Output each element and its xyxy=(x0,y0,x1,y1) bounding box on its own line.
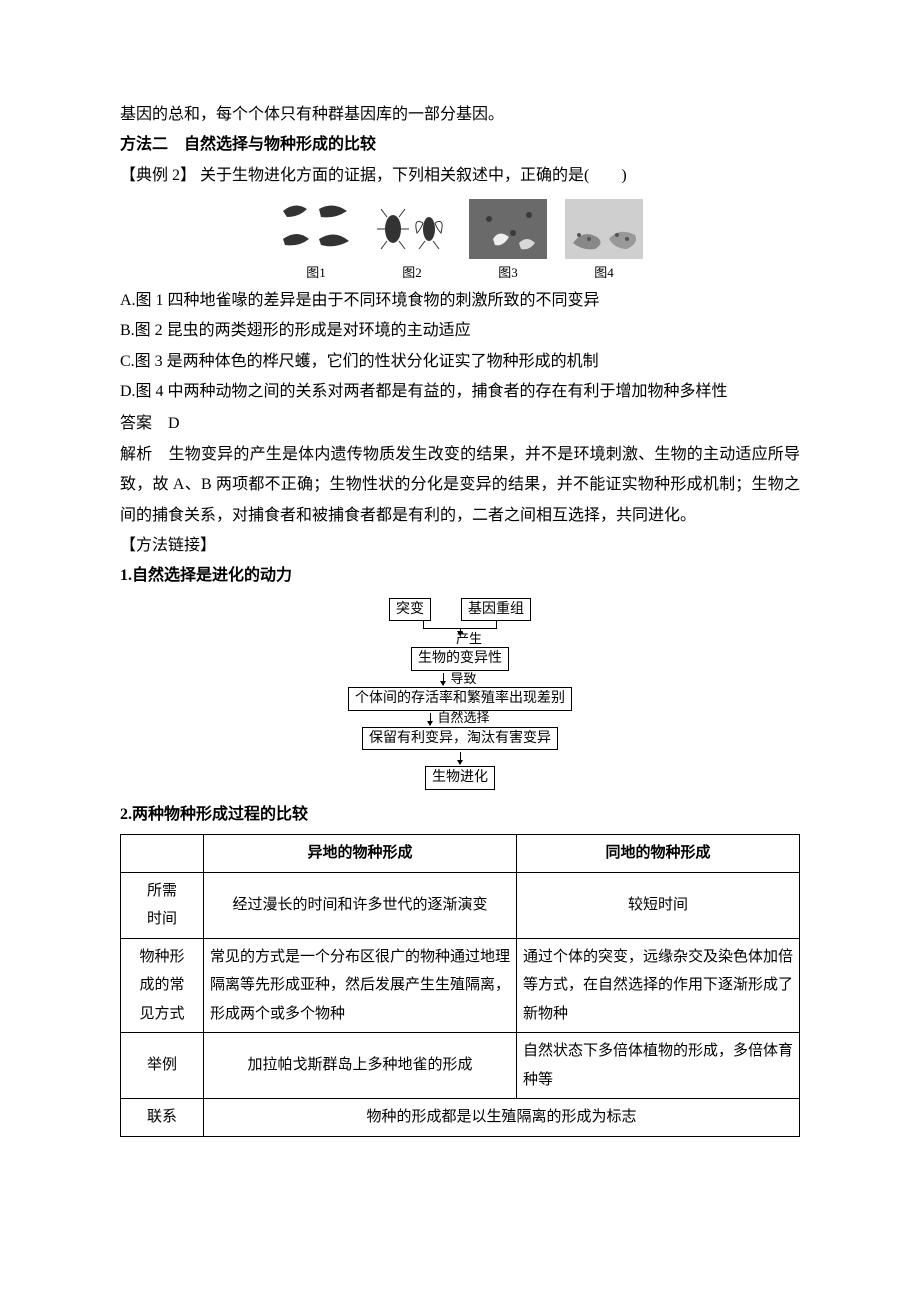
table-row: 物种形成的常见方式 常见的方式是一个分布区很广的物种通过地理隔离等先形成亚种，然… xyxy=(121,938,800,1033)
figure-3-img xyxy=(469,199,547,259)
intro-line: 基因的总和，每个个体只有种群基因库的一部分基因。 xyxy=(120,100,800,130)
table-cell-time-c1: 经过漫长的时间和许多世代的逐渐演变 xyxy=(204,872,517,938)
table-rowhead-mode: 物种形成的常见方式 xyxy=(121,938,204,1033)
figure-2: 图2 xyxy=(373,199,451,286)
figure-1: 图1 xyxy=(277,199,355,286)
table-header-row: 异地的物种形成 同地的物种形成 xyxy=(121,835,800,873)
page-content: 基因的总和，每个个体只有种群基因库的一部分基因。 方法二 自然选择与物种形成的比… xyxy=(0,0,920,1217)
flow-arrow-3-wrap: 自然选择 xyxy=(430,711,489,727)
flow-box-recombination: 基因重组 xyxy=(461,598,531,622)
flow-box-mutation: 突变 xyxy=(389,598,431,622)
section1-heading: 1.自然选择是进化的动力 xyxy=(120,561,800,591)
answer-value: D xyxy=(168,415,180,432)
flow-arrow-2 xyxy=(443,673,444,685)
compare-table: 异地的物种形成 同地的物种形成 所需时间 经过漫长的时间和许多世代的逐渐演变 较… xyxy=(120,834,800,1137)
table-cell-mode-c1: 常见的方式是一个分布区很广的物种通过地理隔离等先形成亚种，然后发展产生生殖隔离，… xyxy=(204,938,517,1033)
figure-row: 图1 图2 xyxy=(120,199,800,286)
example2: 【典例 2】 关于生物进化方面的证据，下列相关叙述中，正确的是( ) xyxy=(120,161,800,191)
flow-box-evolution: 生物进化 xyxy=(425,766,495,790)
option-d: D.图 4 中两种动物之间的关系对两者都是有益的，捕食者的存在有利于增加物种多样… xyxy=(120,377,800,407)
figure-1-img xyxy=(277,199,355,259)
table-cell-example-c1: 加拉帕戈斯群岛上多种地雀的形成 xyxy=(204,1033,517,1099)
analysis-label: 解析 xyxy=(120,446,152,463)
table-header-col2: 同地的物种形成 xyxy=(517,835,800,873)
table-row: 举例 加拉帕戈斯群岛上多种地雀的形成 自然状态下多倍体植物的形成，多倍体育种等 xyxy=(121,1033,800,1099)
answer-line: 答案 D xyxy=(120,409,800,439)
option-a: A.图 1 四种地雀喙的差异是由于不同环境食物的刺激所致的不同变异 xyxy=(120,286,800,316)
method2-heading: 方法二 自然选择与物种形成的比较 xyxy=(120,130,800,160)
flow-merge xyxy=(405,621,515,635)
answer-label: 答案 xyxy=(120,415,152,432)
table-header-blank xyxy=(121,835,204,873)
section2-heading: 2.两种物种形成过程的比较 xyxy=(120,800,800,830)
table-cell-time-c2: 较短时间 xyxy=(517,872,800,938)
figure-3: 图3 xyxy=(469,199,547,286)
flowchart: 突变 基因重组 产生 生物的变异性 导致 个体间的存活率和繁殖率出现差别 自然选… xyxy=(120,598,800,790)
options-block: A.图 1 四种地雀喙的差异是由于不同环境食物的刺激所致的不同变异 B.图 2 … xyxy=(120,286,800,408)
table-rowhead-example: 举例 xyxy=(121,1033,204,1099)
table-rowhead-time: 所需时间 xyxy=(121,872,204,938)
table-rowhead-link: 联系 xyxy=(121,1099,204,1137)
figure-1-caption: 图1 xyxy=(306,261,326,286)
table-cell-mode-c2: 通过个体的突变，远缘杂交及染色体加倍等方式，在自然选择的作用下逐渐形成了新物种 xyxy=(517,938,800,1033)
table-row: 所需时间 经过漫长的时间和许多世代的逐渐演变 较短时间 xyxy=(121,872,800,938)
figure-4-caption: 图4 xyxy=(594,261,614,286)
figure-4-img xyxy=(565,199,643,259)
flow-arrow-3 xyxy=(430,713,431,725)
figure-2-img xyxy=(373,199,451,259)
method-link-label: 【方法链接】 xyxy=(120,531,800,561)
figure-3-caption: 图3 xyxy=(498,261,518,286)
table-header-col1: 异地的物种形成 xyxy=(204,835,517,873)
option-c: C.图 3 是两种体色的桦尺蠖，它们的性状分化证实了物种形成的机制 xyxy=(120,347,800,377)
figure-4: 图4 xyxy=(565,199,643,286)
flow-arrow-4 xyxy=(460,752,461,764)
flow-box-retain: 保留有利变异，淘汰有害变异 xyxy=(362,727,558,751)
analysis: 解析 生物变异的产生是体内遗传物质发生改变的结果，并不是环境刺激、生物的主动适应… xyxy=(120,440,800,531)
table-cell-example-c2: 自然状态下多倍体植物的形成，多倍体育种等 xyxy=(517,1033,800,1099)
table-cell-link-span: 物种的形成都是以生殖隔离的形成为标志 xyxy=(204,1099,800,1137)
example2-text: 关于生物进化方面的证据，下列相关叙述中，正确的是( ) xyxy=(200,167,627,184)
table-row: 联系 物种的形成都是以生殖隔离的形成为标志 xyxy=(121,1099,800,1137)
analysis-text: 生物变异的产生是体内遗传物质发生改变的结果，并不是环境刺激、生物的主动适应所导致… xyxy=(120,446,800,524)
figure-2-caption: 图2 xyxy=(402,261,422,286)
flow-arrow-2-wrap: 导致 xyxy=(443,671,476,687)
example2-label: 【典例 2】 xyxy=(120,167,196,184)
flow-top-row: 突变 基因重组 xyxy=(389,598,531,622)
flow-arrow-4-wrap xyxy=(460,750,461,766)
option-b: B.图 2 昆虫的两类翅形的形成是对环境的主动适应 xyxy=(120,316,800,346)
